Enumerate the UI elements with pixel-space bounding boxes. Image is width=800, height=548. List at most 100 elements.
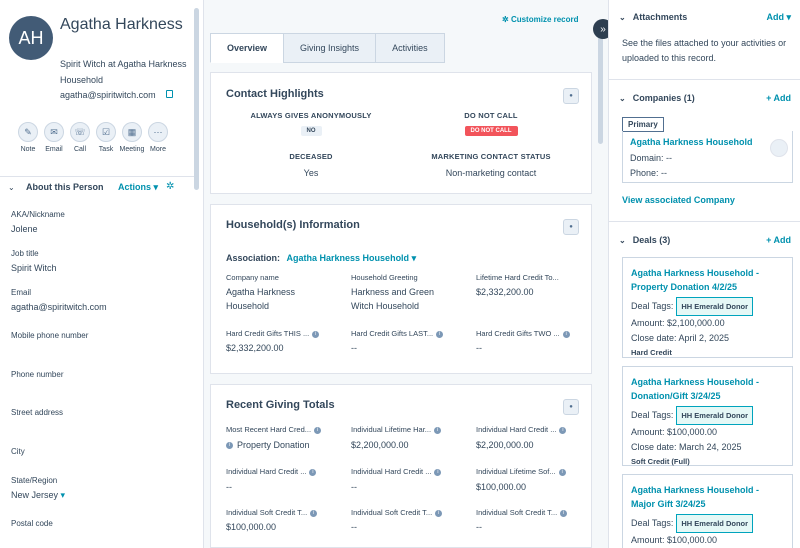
field-city[interactable]: City bbox=[11, 447, 25, 456]
note-icon: ✎ bbox=[18, 122, 38, 142]
about-section-header[interactable]: ⌄ About this Person Actions ▾ ✲ bbox=[0, 176, 194, 198]
attachments-add-button[interactable]: Add ▾ bbox=[766, 12, 791, 22]
deal-tag: HH Emerald Donor bbox=[676, 297, 754, 316]
field-phone[interactable]: Phone number bbox=[11, 370, 63, 379]
field-value[interactable]: -- bbox=[351, 343, 357, 353]
tab-activities[interactable]: Activities bbox=[375, 33, 445, 63]
field-postal-code[interactable]: Postal code bbox=[11, 519, 53, 528]
companies-header[interactable]: ⌄ Companies (1) bbox=[619, 93, 695, 103]
view-associated-company-link[interactable]: View associated Company bbox=[622, 195, 735, 205]
meeting-label: Meeting bbox=[119, 146, 145, 153]
add-label: Add bbox=[766, 12, 784, 22]
highlight-label: DO NOT CALL bbox=[464, 111, 518, 120]
field-value[interactable]: -- bbox=[226, 482, 232, 492]
more-action[interactable]: ⋯ More bbox=[148, 122, 168, 153]
field-value[interactable]: -- bbox=[476, 343, 482, 353]
deals-add-button[interactable]: + Add bbox=[766, 235, 791, 245]
company-name-link[interactable]: Agatha Harkness Household bbox=[630, 137, 753, 147]
tab-overview[interactable]: Overview bbox=[210, 33, 285, 63]
info-icon[interactable]: i bbox=[558, 468, 566, 476]
field-label-row: Individual Hard Credit ... i bbox=[351, 467, 442, 476]
chevron-down-icon: ⌄ bbox=[619, 236, 626, 245]
field-email[interactable]: Email agatha@spiritwitch.com bbox=[11, 288, 107, 312]
state-select[interactable]: New Jersey ▾ bbox=[11, 490, 65, 501]
field-label: Lifetime Hard Credit To... bbox=[476, 273, 559, 282]
field-value[interactable]: -- bbox=[351, 522, 357, 532]
info-icon[interactable]: i bbox=[309, 468, 317, 476]
company-card[interactable]: Agatha Harkness Household Domain: -- Pho… bbox=[622, 131, 793, 183]
attachments-header[interactable]: ⌄ Attachments bbox=[619, 12, 687, 22]
info-icon[interactable]: i bbox=[434, 468, 442, 476]
field-value[interactable]: $2,332,200.00 bbox=[476, 287, 534, 297]
field-label: Most Recent Hard Cred... bbox=[226, 425, 312, 434]
recent-giving-card: Recent Giving Totals ● Most Recent Hard … bbox=[210, 384, 592, 548]
info-icon[interactable]: i bbox=[436, 330, 444, 338]
field-label-row: Individual Lifetime Har... i bbox=[351, 425, 442, 434]
task-action[interactable]: ☑ Task bbox=[96, 122, 116, 153]
info-icon[interactable]: i bbox=[226, 442, 233, 450]
info-icon[interactable]: i bbox=[560, 509, 568, 517]
association-value[interactable]: Agatha Harkness Household bbox=[286, 253, 410, 263]
field-value[interactable]: -- bbox=[476, 522, 482, 532]
field-state[interactable]: State/Region New Jersey ▾ bbox=[11, 476, 65, 501]
deal-tags-label: Deal Tags: bbox=[631, 518, 674, 528]
deal-card[interactable]: Agatha Harkness Household - Major Gift 3… bbox=[622, 474, 793, 548]
deal-credit-type: Soft Credit (Full) bbox=[631, 457, 690, 466]
info-icon[interactable]: i bbox=[559, 426, 567, 434]
companies-add-button[interactable]: + Add bbox=[766, 93, 791, 103]
field-value[interactable]: -- bbox=[351, 482, 357, 492]
field-street-address[interactable]: Street address bbox=[11, 408, 63, 417]
meeting-action[interactable]: ▦ Meeting bbox=[120, 122, 144, 153]
main-scrollbar[interactable] bbox=[598, 22, 603, 144]
card-settings-icon[interactable]: ● bbox=[563, 399, 579, 415]
field-label-row: Individual Lifetime Sof... i bbox=[476, 467, 566, 476]
tab-giving-insights[interactable]: Giving Insights bbox=[283, 33, 377, 63]
field-value[interactable]: Agatha Harkness Household bbox=[226, 287, 296, 311]
card-settings-icon[interactable]: ● bbox=[563, 88, 579, 104]
field-job-title[interactable]: Job title Spirit Witch bbox=[11, 249, 57, 273]
call-action[interactable]: ☏ Call bbox=[70, 122, 90, 153]
email-label: Email bbox=[45, 146, 63, 153]
household-info-card: Household(s) Information ● Association: … bbox=[210, 204, 592, 374]
info-icon[interactable]: i bbox=[562, 330, 570, 338]
field-mobile-phone[interactable]: Mobile phone number bbox=[11, 331, 88, 340]
email-action[interactable]: ✉ Email bbox=[44, 122, 64, 153]
field-value[interactable]: $2,200,000.00 bbox=[351, 440, 409, 450]
note-action[interactable]: ✎ Note bbox=[18, 122, 38, 153]
field-value[interactable]: $100,000.00 bbox=[476, 482, 527, 492]
info-icon[interactable]: i bbox=[435, 509, 443, 517]
association-selector[interactable]: Association: Agatha Harkness Household ▾ bbox=[226, 253, 416, 264]
copy-icon[interactable] bbox=[166, 90, 173, 98]
field-value[interactable]: Harkness and Green Witch Household bbox=[351, 287, 435, 311]
field-value[interactable]: $2,332,200.00 bbox=[226, 343, 284, 353]
gear-icon[interactable]: ✲ bbox=[166, 181, 175, 192]
deal-card[interactable]: Agatha Harkness Household - Property Don… bbox=[622, 257, 793, 358]
deal-title-link[interactable]: Agatha Harkness Household - Property Don… bbox=[631, 268, 760, 292]
info-icon[interactable]: i bbox=[434, 426, 442, 434]
highlight-deceased: DECEASED Yes bbox=[241, 152, 381, 178]
deals-header[interactable]: ⌄ Deals (3) bbox=[619, 235, 670, 245]
contact-name[interactable]: Agatha Harkness bbox=[60, 16, 183, 33]
highlight-value: Non-marketing contact bbox=[445, 168, 537, 178]
info-icon[interactable]: i bbox=[310, 509, 318, 517]
field-value[interactable]: $2,200,000.00 bbox=[476, 440, 534, 450]
call-icon: ☏ bbox=[70, 122, 90, 142]
field-label-row: Individual Hard Credit ... i bbox=[476, 425, 567, 434]
info-icon[interactable]: i bbox=[314, 426, 322, 434]
left-scrollbar[interactable] bbox=[194, 8, 199, 190]
field-value[interactable]: $100,000.00 bbox=[226, 522, 277, 532]
deal-tags-label: Deal Tags: bbox=[631, 301, 674, 311]
about-actions-button[interactable]: Actions ▾ bbox=[118, 182, 159, 192]
card-settings-icon[interactable]: ● bbox=[563, 219, 579, 235]
info-icon[interactable]: i bbox=[312, 330, 320, 338]
deal-title-link[interactable]: Agatha Harkness Household - Donation/Gif… bbox=[631, 377, 760, 401]
field-value-row[interactable]: i Property Donation bbox=[226, 438, 310, 452]
contact-email[interactable]: agatha@spiritwitch.com bbox=[60, 90, 156, 100]
more-icon: ⋯ bbox=[148, 122, 168, 142]
field-aka[interactable]: AKA/Nickname Jolene bbox=[11, 210, 65, 234]
deal-title-link[interactable]: Agatha Harkness Household - Major Gift 3… bbox=[631, 485, 760, 509]
field-label: Job title bbox=[11, 249, 39, 258]
deal-card[interactable]: Agatha Harkness Household - Donation/Gif… bbox=[622, 366, 793, 466]
task-icon: ☑ bbox=[96, 122, 116, 142]
customize-record-link[interactable]: ✲ Customize record bbox=[502, 15, 579, 24]
